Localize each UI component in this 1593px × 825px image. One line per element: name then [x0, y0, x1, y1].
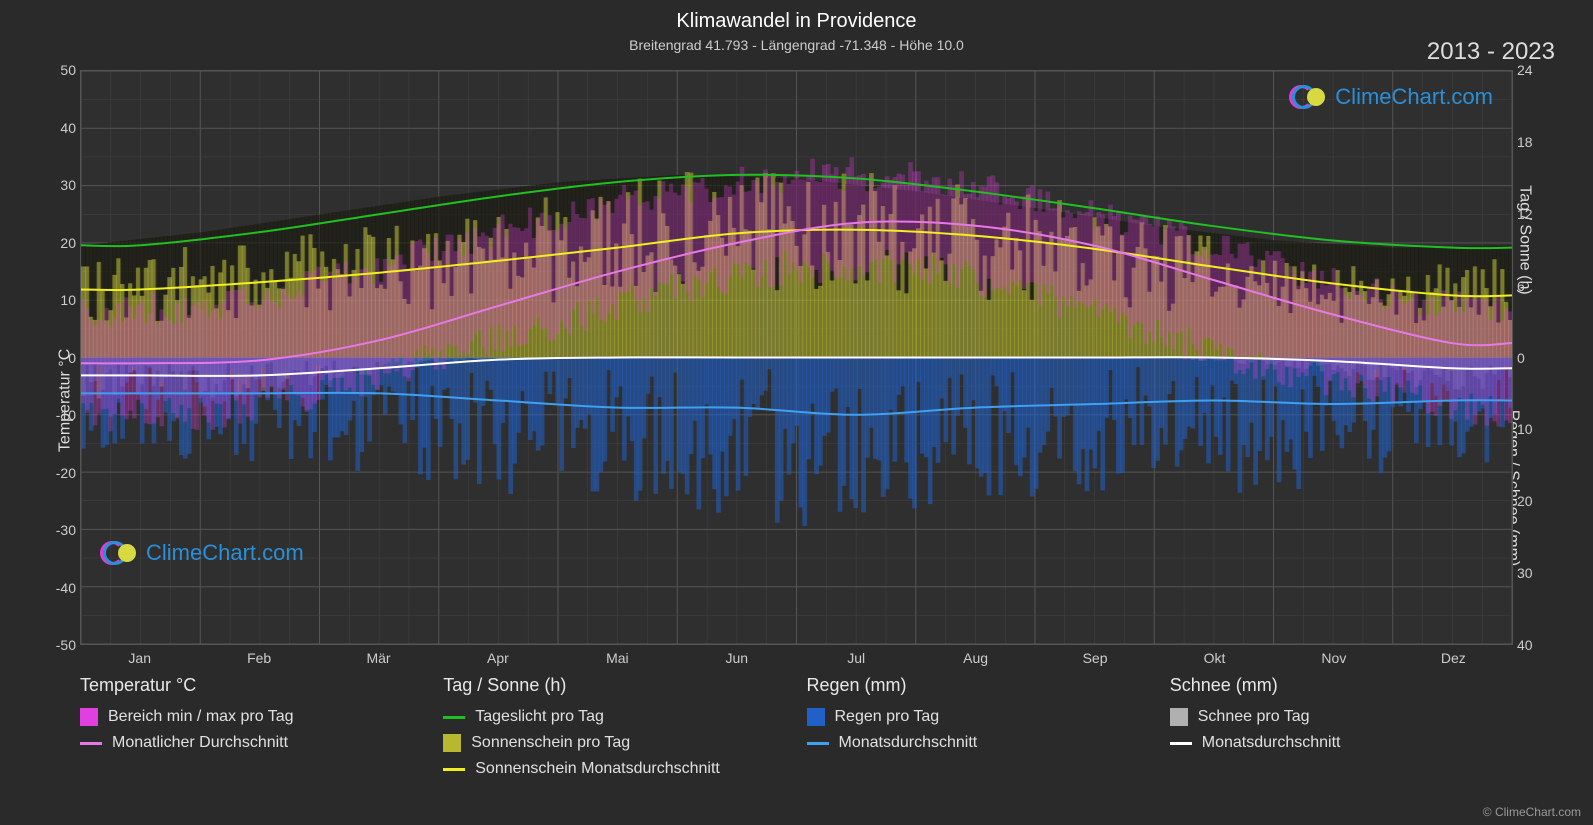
legend-line-icon [1170, 742, 1192, 745]
chart-subtitle: Breitengrad 41.793 - Längengrad -71.348 … [0, 33, 1593, 53]
legend-label: Sonnenschein Monatsdurchschnitt [475, 760, 720, 778]
legend-label: Monatlicher Durchschnitt [112, 734, 288, 752]
x-tick-month: Nov [1321, 650, 1346, 666]
y-right-tick-mm: 10 [1517, 421, 1553, 437]
x-tick-month: Mär [366, 650, 390, 666]
legend-line-icon [80, 742, 102, 745]
legend-item: Monatlicher Durchschnitt [80, 734, 423, 752]
x-tick-month: Jun [725, 650, 748, 666]
legend-line-icon [807, 742, 829, 745]
legend-item: Sonnenschein Monatsdurchschnitt [443, 760, 786, 778]
climechart-logo-icon [1289, 85, 1329, 109]
legend-header: Schnee (mm) [1170, 675, 1513, 696]
y-left-tick: -20 [40, 465, 76, 481]
legend-swatch-icon [1170, 708, 1188, 726]
y-right-tick-hours: 18 [1517, 134, 1553, 150]
x-tick-month: Apr [487, 650, 509, 666]
x-tick-month: Sep [1083, 650, 1108, 666]
legend-label: Monatsdurchschnitt [1202, 734, 1341, 752]
y-left-tick: -50 [40, 637, 76, 653]
x-tick-month: Dez [1441, 650, 1466, 666]
y-left-tick: -40 [40, 580, 76, 596]
y-left-tick: 50 [40, 62, 76, 78]
legend-item: Monatsdurchschnitt [807, 734, 1150, 752]
y-right-tick-mm: 40 [1517, 637, 1553, 653]
legend-header: Temperatur °C [80, 675, 423, 696]
y-right-tick-mm: 30 [1517, 565, 1553, 581]
legend-line-icon [443, 768, 465, 771]
legend-item: Tageslicht pro Tag [443, 708, 786, 726]
y-right-tick-hours: 12 [1517, 206, 1553, 222]
chart-title: Klimawandel in Providence [0, 0, 1593, 33]
legend-label: Tageslicht pro Tag [475, 708, 604, 726]
y-ticks-left: -50-40-30-20-1001020304050 [40, 70, 76, 645]
chart-legend: Temperatur °C Bereich min / max pro Tag Mo… [80, 675, 1513, 805]
watermark-text: ClimeChart.com [146, 540, 304, 566]
y-left-tick: 30 [40, 177, 76, 193]
legend-group: Tag / Sonne (h) Tageslicht pro Tag Sonnens… [443, 675, 786, 805]
legend-item: Schnee pro Tag [1170, 708, 1513, 726]
legend-item: Sonnenschein pro Tag [443, 734, 786, 752]
y-left-tick: 0 [40, 350, 76, 366]
legend-swatch-icon [807, 708, 825, 726]
y-left-tick: 40 [40, 120, 76, 136]
legend-label: Regen pro Tag [835, 708, 940, 726]
x-ticks: Jan Feb Mär Apr Mai Jun Jul Aug Sep Okt Nov Dez [80, 650, 1513, 670]
y-left-tick: 10 [40, 292, 76, 308]
x-tick-month: Mai [606, 650, 629, 666]
legend-item: Bereich min / max pro Tag [80, 708, 423, 726]
y-left-tick: -10 [40, 407, 76, 423]
legend-group: Regen (mm) Regen pro Tag Monatsdurchschnit… [807, 675, 1150, 805]
x-tick-month: Jul [847, 650, 865, 666]
climechart-logo-icon [100, 541, 140, 565]
legend-label: Schnee pro Tag [1198, 708, 1310, 726]
copyright-text: © ClimeChart.com [1483, 805, 1581, 819]
legend-group: Schnee (mm) Schnee pro Tag Monatsdurchschn… [1170, 675, 1513, 805]
legend-header: Tag / Sonne (h) [443, 675, 786, 696]
y-right-tick-hours: 6 [1517, 278, 1553, 294]
watermark-top: ClimeChart.com [1289, 84, 1493, 110]
legend-swatch-icon [80, 708, 98, 726]
x-tick-month: Jan [128, 650, 151, 666]
y-right-tick-hours: 24 [1517, 62, 1553, 78]
y-right-tick-hours: 0 [1517, 350, 1553, 366]
legend-swatch-icon [443, 734, 461, 752]
legend-item: Monatsdurchschnitt [1170, 734, 1513, 752]
legend-header: Regen (mm) [807, 675, 1150, 696]
legend-line-icon [443, 716, 465, 719]
x-tick-month: Aug [963, 650, 988, 666]
y-left-tick: -30 [40, 522, 76, 538]
legend-label: Bereich min / max pro Tag [108, 708, 294, 726]
legend-label: Sonnenschein pro Tag [471, 734, 630, 752]
legend-label: Monatsdurchschnitt [839, 734, 978, 752]
y-left-tick: 20 [40, 235, 76, 251]
legend-group: Temperatur °C Bereich min / max pro Tag Mo… [80, 675, 423, 805]
y-ticks-right: 0612182410203040 [1517, 70, 1553, 645]
x-tick-month: Feb [247, 650, 271, 666]
x-tick-month: Okt [1204, 650, 1226, 666]
legend-item: Regen pro Tag [807, 708, 1150, 726]
watermark-bottom: ClimeChart.com [100, 540, 304, 566]
y-right-tick-mm: 20 [1517, 493, 1553, 509]
watermark-text: ClimeChart.com [1335, 84, 1493, 110]
